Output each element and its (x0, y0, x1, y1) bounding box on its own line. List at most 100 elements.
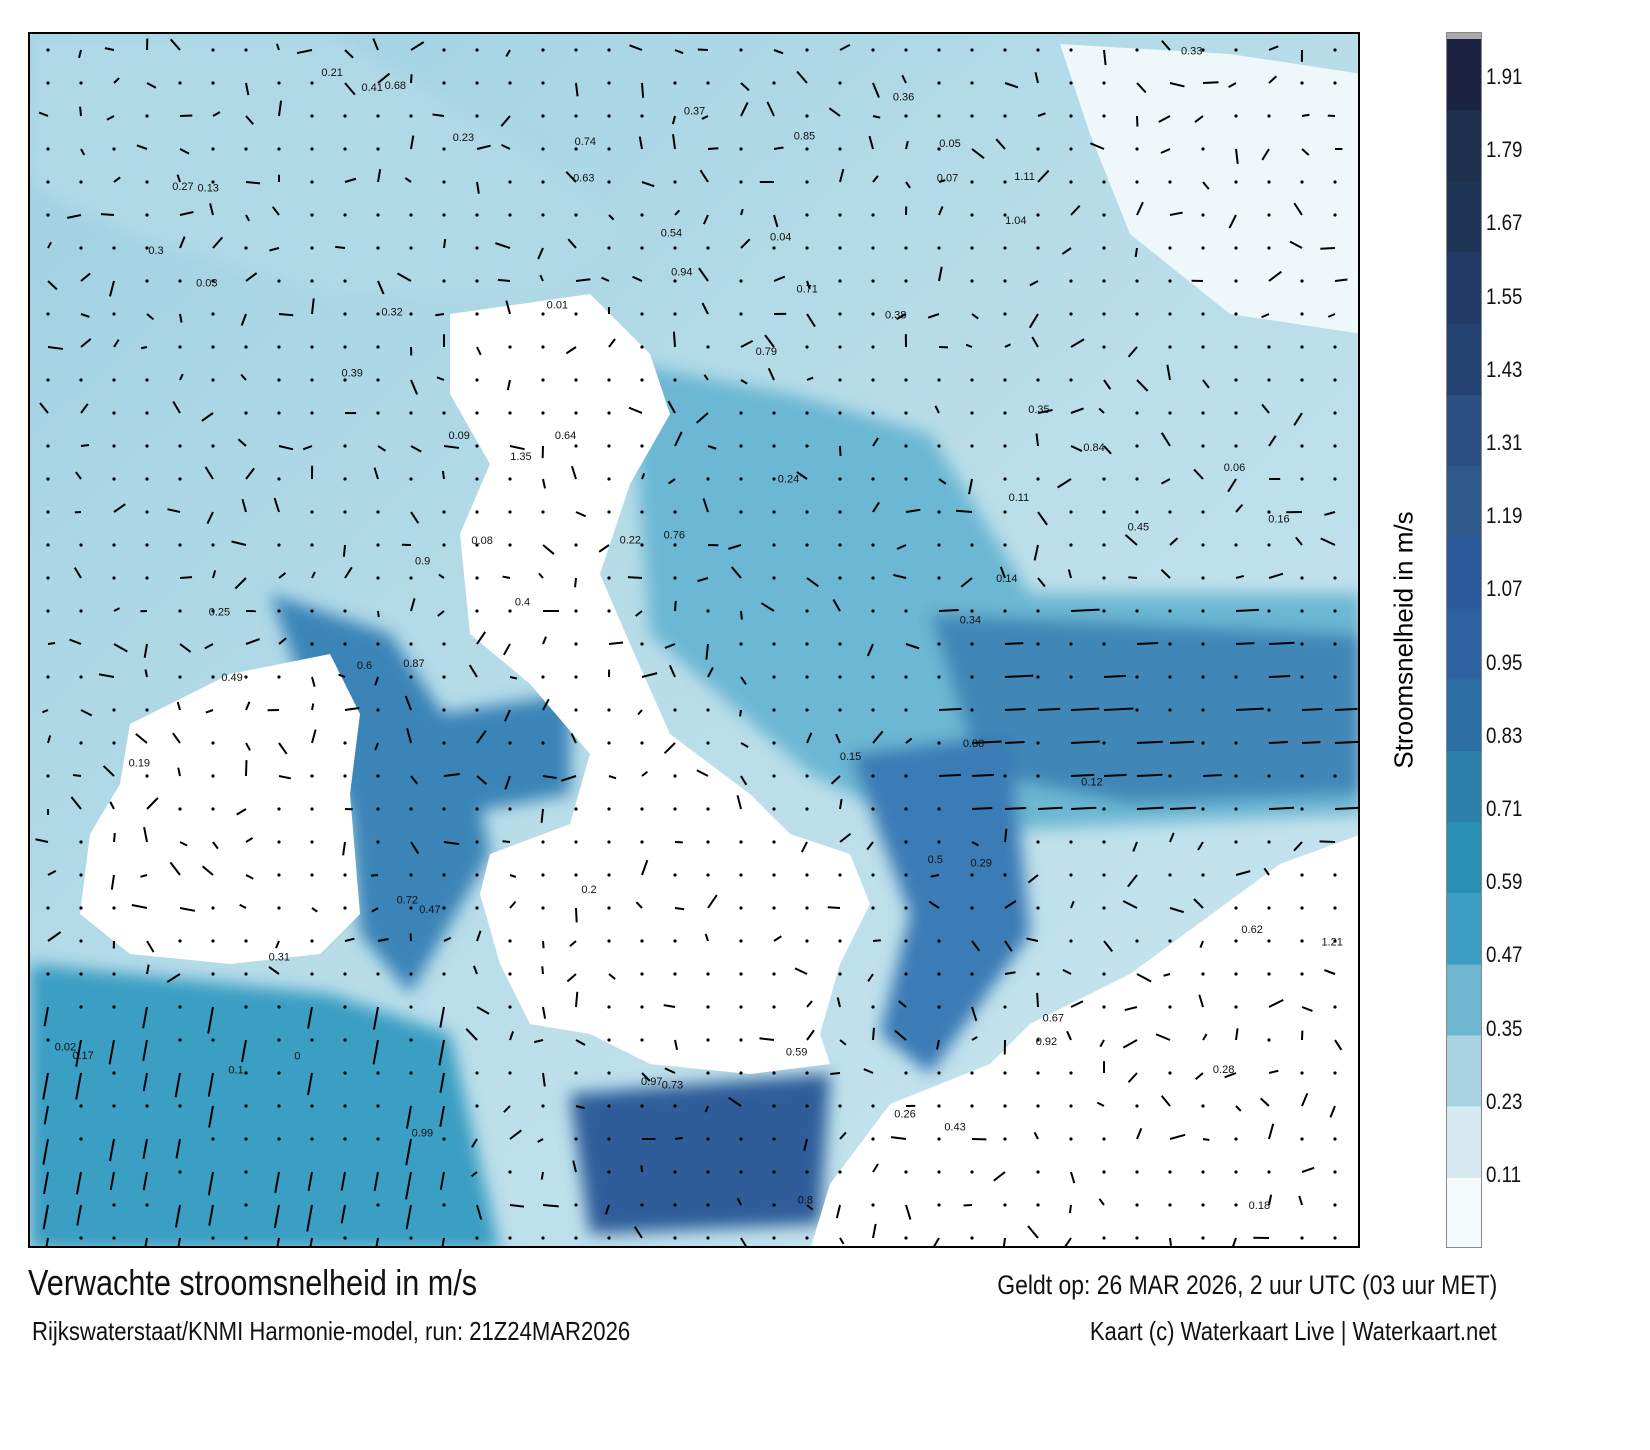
current-arrow (1031, 336, 1039, 348)
grid-dot (1267, 840, 1271, 844)
grid-dot (145, 180, 149, 184)
grid-dot (838, 510, 842, 514)
grid-dot (376, 345, 380, 349)
current-arrow (672, 331, 676, 348)
grid-dot (409, 477, 413, 481)
grid-dot (145, 1104, 149, 1108)
current-arrow (509, 676, 518, 680)
grid-dot (508, 180, 512, 184)
current-arrow (179, 373, 184, 381)
current-arrow (638, 136, 643, 150)
grid-dot (937, 741, 941, 745)
current-arrow (730, 566, 742, 579)
grid-dot (772, 510, 776, 514)
grid-dot (673, 81, 677, 85)
speed-label: 0.14 (996, 573, 1017, 585)
current-arrow (641, 859, 649, 876)
grid-dot (1003, 180, 1007, 184)
grid-dot (310, 378, 314, 382)
grid-dot (310, 774, 314, 778)
current-arrow (806, 1029, 815, 1041)
grid-dot (739, 939, 743, 943)
grid-dot (607, 741, 611, 745)
current-arrow (1301, 1006, 1313, 1012)
grid-dot (475, 510, 479, 514)
grid-dot (1102, 510, 1106, 514)
grid-dot (244, 1005, 248, 1009)
current-arrow (311, 571, 316, 579)
current-arrow (45, 1237, 49, 1246)
current-arrow (1124, 1006, 1138, 1012)
speed-label: 0.37 (684, 106, 705, 118)
grid-dot (376, 312, 380, 316)
grid-dot (178, 609, 182, 613)
grid-dot (574, 213, 578, 217)
speed-label: 0.43 (944, 1122, 965, 1134)
grid-dot (508, 1170, 512, 1174)
current-arrow (179, 313, 183, 323)
current-arrow (1268, 45, 1279, 51)
current-arrow (245, 701, 251, 711)
current-arrow (956, 509, 973, 513)
grid-dot (343, 114, 347, 118)
grid-dot (739, 444, 743, 448)
grid-dot (805, 1071, 809, 1075)
grid-dot (871, 1005, 875, 1009)
grid-dot (1300, 675, 1304, 679)
current-arrow (971, 313, 979, 320)
current-speed-map[interactable]: 0.32 0.09 0.12 0.19 0.17 0.18 0.29 0.11 0.25 0.24… (28, 32, 1360, 1248)
current-arrow (934, 405, 940, 414)
grid-dot (541, 906, 545, 910)
current-arrow (342, 841, 346, 856)
valid-time: Geldt op: 26 MAR 2026, 2 uur UTC (03 uur… (996, 1270, 1497, 1300)
grid-dot (805, 873, 809, 877)
current-arrow (872, 175, 879, 183)
grid-dot (706, 1170, 710, 1174)
grid-dot (1168, 1203, 1172, 1207)
current-arrow (542, 1204, 559, 1208)
grid-dot (1234, 114, 1238, 118)
current-arrow (143, 643, 148, 658)
grid-dot (970, 609, 974, 613)
current-arrow (306, 1204, 313, 1232)
grid-dot (1234, 1137, 1238, 1141)
current-arrow (936, 1039, 940, 1050)
grid-dot (805, 609, 809, 613)
current-arrow (502, 643, 511, 656)
grid-dot (937, 114, 941, 118)
speed-label: 0.15 (840, 751, 861, 763)
grid-dot (1102, 906, 1106, 910)
grid-dot (937, 543, 941, 547)
grid-dot (343, 972, 347, 976)
grid-dot (805, 180, 809, 184)
current-arrow (78, 49, 82, 59)
grid-dot (640, 1005, 644, 1009)
grid-dot (508, 543, 512, 547)
grid-dot (178, 939, 182, 943)
grid-dot (376, 543, 380, 547)
grid-dot (112, 1104, 116, 1108)
current-arrow (410, 598, 416, 612)
grid-dot (1333, 48, 1337, 52)
current-arrow (971, 148, 985, 160)
grid-dot (871, 1104, 875, 1108)
speed-label: 0.3 (148, 245, 163, 257)
current-arrow (410, 74, 413, 84)
grid-dot (244, 411, 248, 415)
grid-dot (541, 213, 545, 217)
grid-dot (607, 1038, 611, 1042)
grid-dot (574, 543, 578, 547)
grid-dot (706, 840, 710, 844)
grid-dot (475, 444, 479, 448)
grid-dot (904, 906, 908, 910)
grid-dot (970, 279, 974, 283)
current-arrow (245, 272, 258, 282)
grid-dot (145, 114, 149, 118)
current-arrow (1261, 148, 1270, 161)
grid-dot (277, 378, 281, 382)
grid-dot (1168, 1170, 1172, 1174)
grid-dot (1300, 345, 1304, 349)
current-arrow (146, 940, 155, 953)
grid-dot (838, 147, 842, 151)
current-arrow (601, 276, 610, 282)
